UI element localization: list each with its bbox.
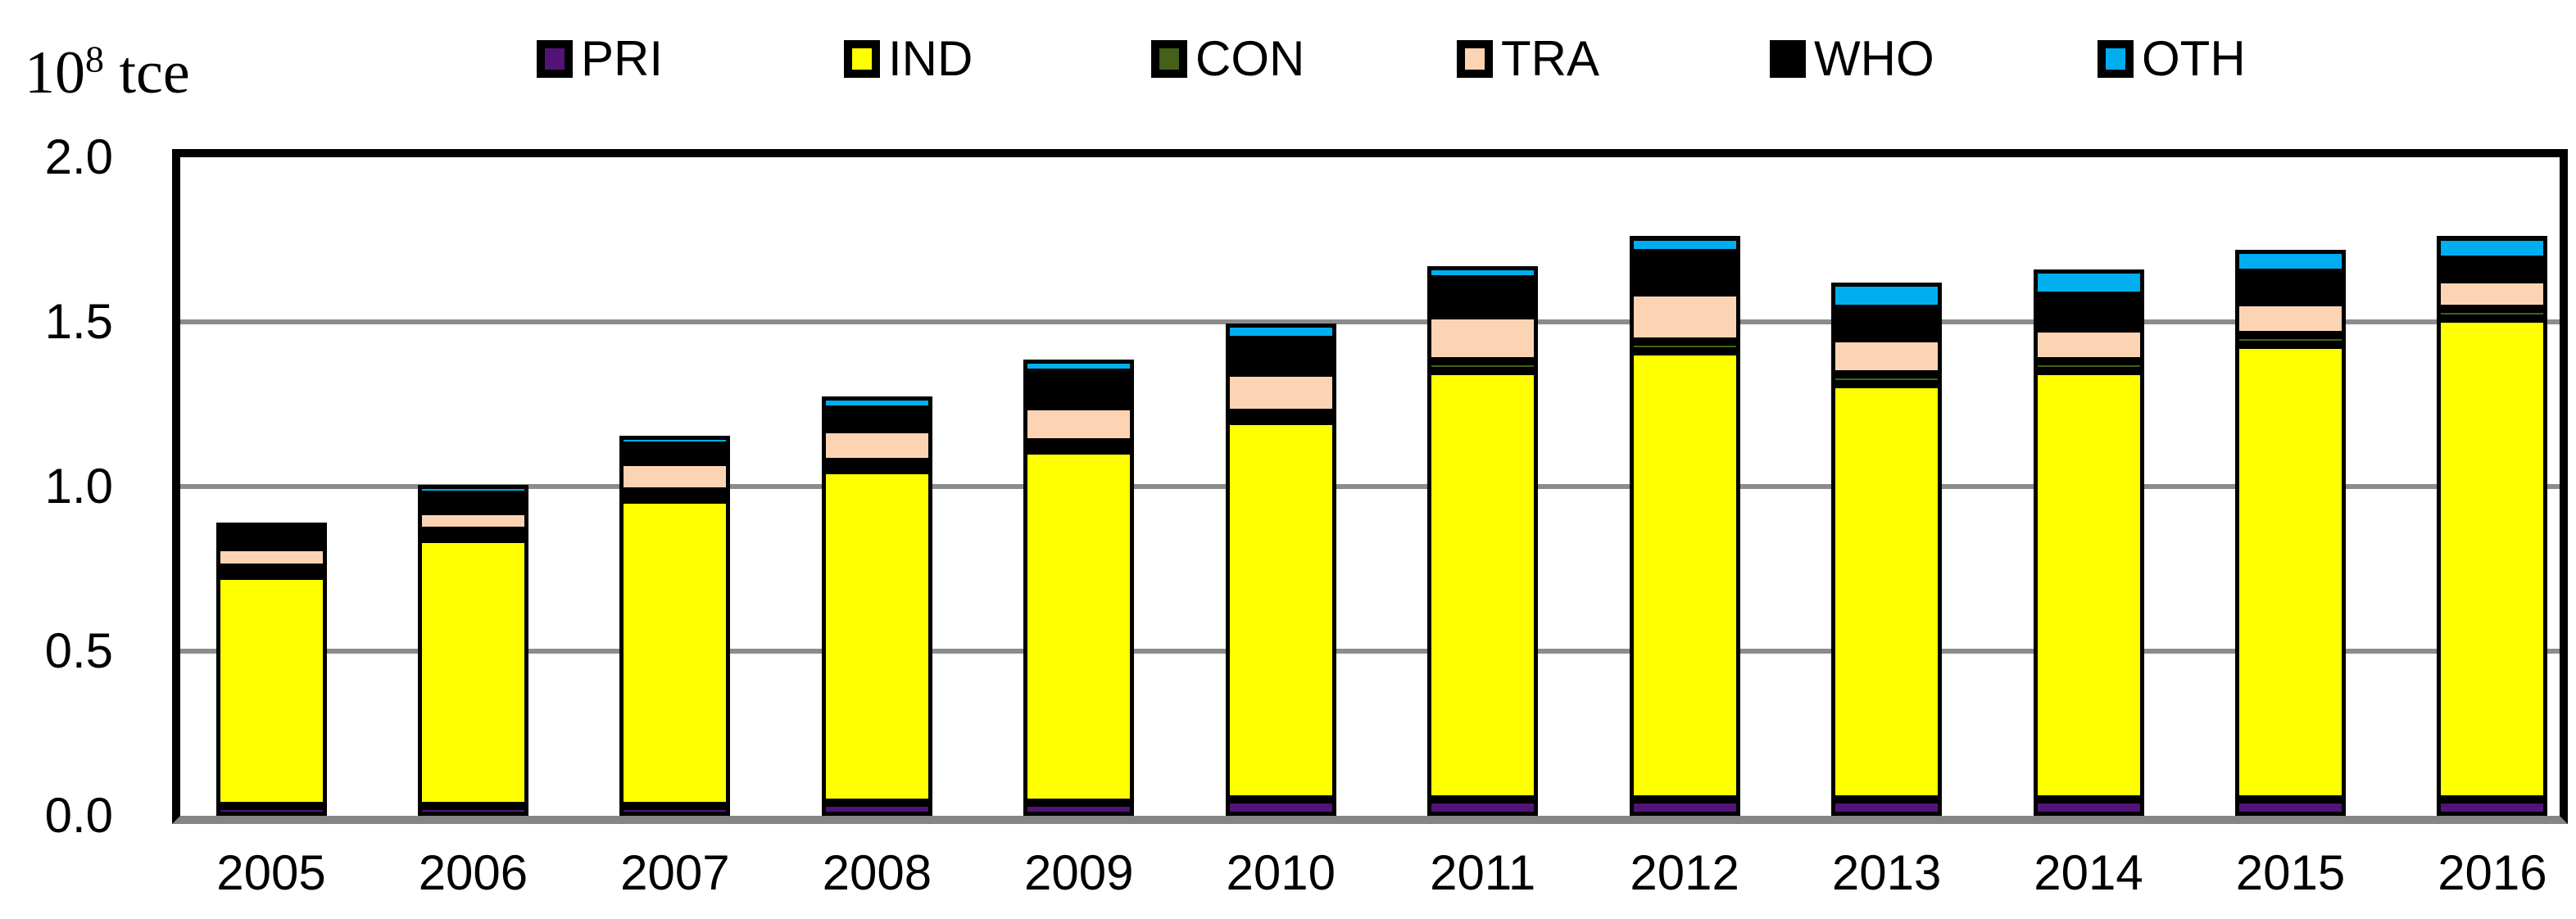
unit-base: 10 bbox=[25, 39, 85, 106]
bar-outline bbox=[1023, 360, 1135, 816]
bar-segment-tra bbox=[1629, 292, 1740, 342]
legend-label: IND bbox=[888, 31, 973, 86]
legend-swatch-ind bbox=[844, 40, 880, 78]
bar-segment-who bbox=[821, 409, 932, 429]
plot-area bbox=[172, 149, 2568, 824]
legend-swatch-con bbox=[1151, 40, 1187, 78]
legend-item-ind: IND bbox=[844, 34, 973, 84]
bar-segment-ind bbox=[1225, 420, 1336, 799]
bar-outline bbox=[417, 485, 528, 816]
bar-segment-tra bbox=[417, 511, 528, 532]
x-tick-label: 2012 bbox=[1630, 845, 1739, 900]
bar-segment-tra bbox=[2437, 278, 2548, 309]
x-tick-label: 2007 bbox=[620, 845, 730, 900]
bar-outline bbox=[619, 435, 731, 816]
x-tick-label: 2011 bbox=[1430, 845, 1536, 900]
legend-item-tra: TRA bbox=[1457, 34, 1599, 84]
x-tick-label: 2009 bbox=[1024, 845, 1134, 900]
bar-outline bbox=[1427, 265, 1539, 816]
unit-exponent: 8 bbox=[85, 38, 104, 80]
bar-outline bbox=[821, 396, 932, 816]
legend-swatch-tra bbox=[1457, 40, 1493, 78]
legend-item-oth: OTH bbox=[2098, 34, 2246, 84]
legend-swatch-oth bbox=[2098, 40, 2134, 78]
legend-item-who: WHO bbox=[1770, 34, 1934, 84]
bar-outline bbox=[2235, 249, 2346, 816]
y-tick-label: 1.0 bbox=[44, 459, 113, 514]
gridline bbox=[180, 484, 2560, 489]
bar-outline bbox=[1225, 324, 1336, 816]
y-axis-unit-label: 108 tce bbox=[25, 40, 190, 103]
bar-outline bbox=[2437, 236, 2548, 816]
legend-swatch-who bbox=[1770, 40, 1806, 78]
bar-outline bbox=[1831, 282, 1943, 816]
y-tick-label: 0.5 bbox=[44, 623, 113, 678]
legend-label: TRA bbox=[1501, 31, 1599, 86]
x-tick-label: 2016 bbox=[2438, 845, 2547, 900]
bar-outline bbox=[215, 523, 327, 816]
unit-suffix: tce bbox=[104, 39, 190, 106]
bar-segment-ind bbox=[2033, 371, 2144, 799]
bar-segment-tra bbox=[1225, 373, 1336, 413]
y-tick-label: 0.0 bbox=[44, 788, 113, 843]
x-tick-label: 2014 bbox=[2034, 845, 2143, 900]
legend-label: WHO bbox=[1814, 31, 1934, 86]
bar-segment-who bbox=[2437, 259, 2548, 279]
legend-label: OTH bbox=[2142, 31, 2246, 86]
x-tick-label: 2013 bbox=[1831, 845, 1942, 900]
x-tick-label: 2006 bbox=[418, 845, 528, 900]
bar-outline bbox=[1629, 236, 1740, 816]
x-tick-label: 2008 bbox=[822, 845, 932, 900]
legend-item-con: CON bbox=[1151, 34, 1304, 84]
bar-segment-who bbox=[2235, 272, 2346, 302]
bar-segment-who bbox=[1427, 278, 1539, 315]
y-tick-label: 1.5 bbox=[44, 294, 113, 349]
bar-segment-tra bbox=[1831, 338, 1943, 375]
x-tick-label: 2010 bbox=[1226, 845, 1336, 900]
legend-swatch-pri bbox=[537, 40, 573, 78]
x-tick-label: 2005 bbox=[216, 845, 326, 900]
legend-item-pri: PRI bbox=[537, 34, 663, 84]
legend-label: CON bbox=[1195, 31, 1305, 86]
x-tick-label: 2015 bbox=[2235, 845, 2346, 900]
gridline bbox=[180, 319, 2560, 324]
legend-label: PRI bbox=[581, 31, 664, 86]
bar-outline bbox=[2033, 269, 2144, 816]
gridline bbox=[180, 649, 2560, 654]
bar-segment-ind bbox=[1629, 351, 1740, 799]
y-tick-label: 2.0 bbox=[44, 129, 113, 184]
bar-segment-who bbox=[1831, 308, 1943, 339]
bar-segment-tra bbox=[619, 461, 731, 492]
